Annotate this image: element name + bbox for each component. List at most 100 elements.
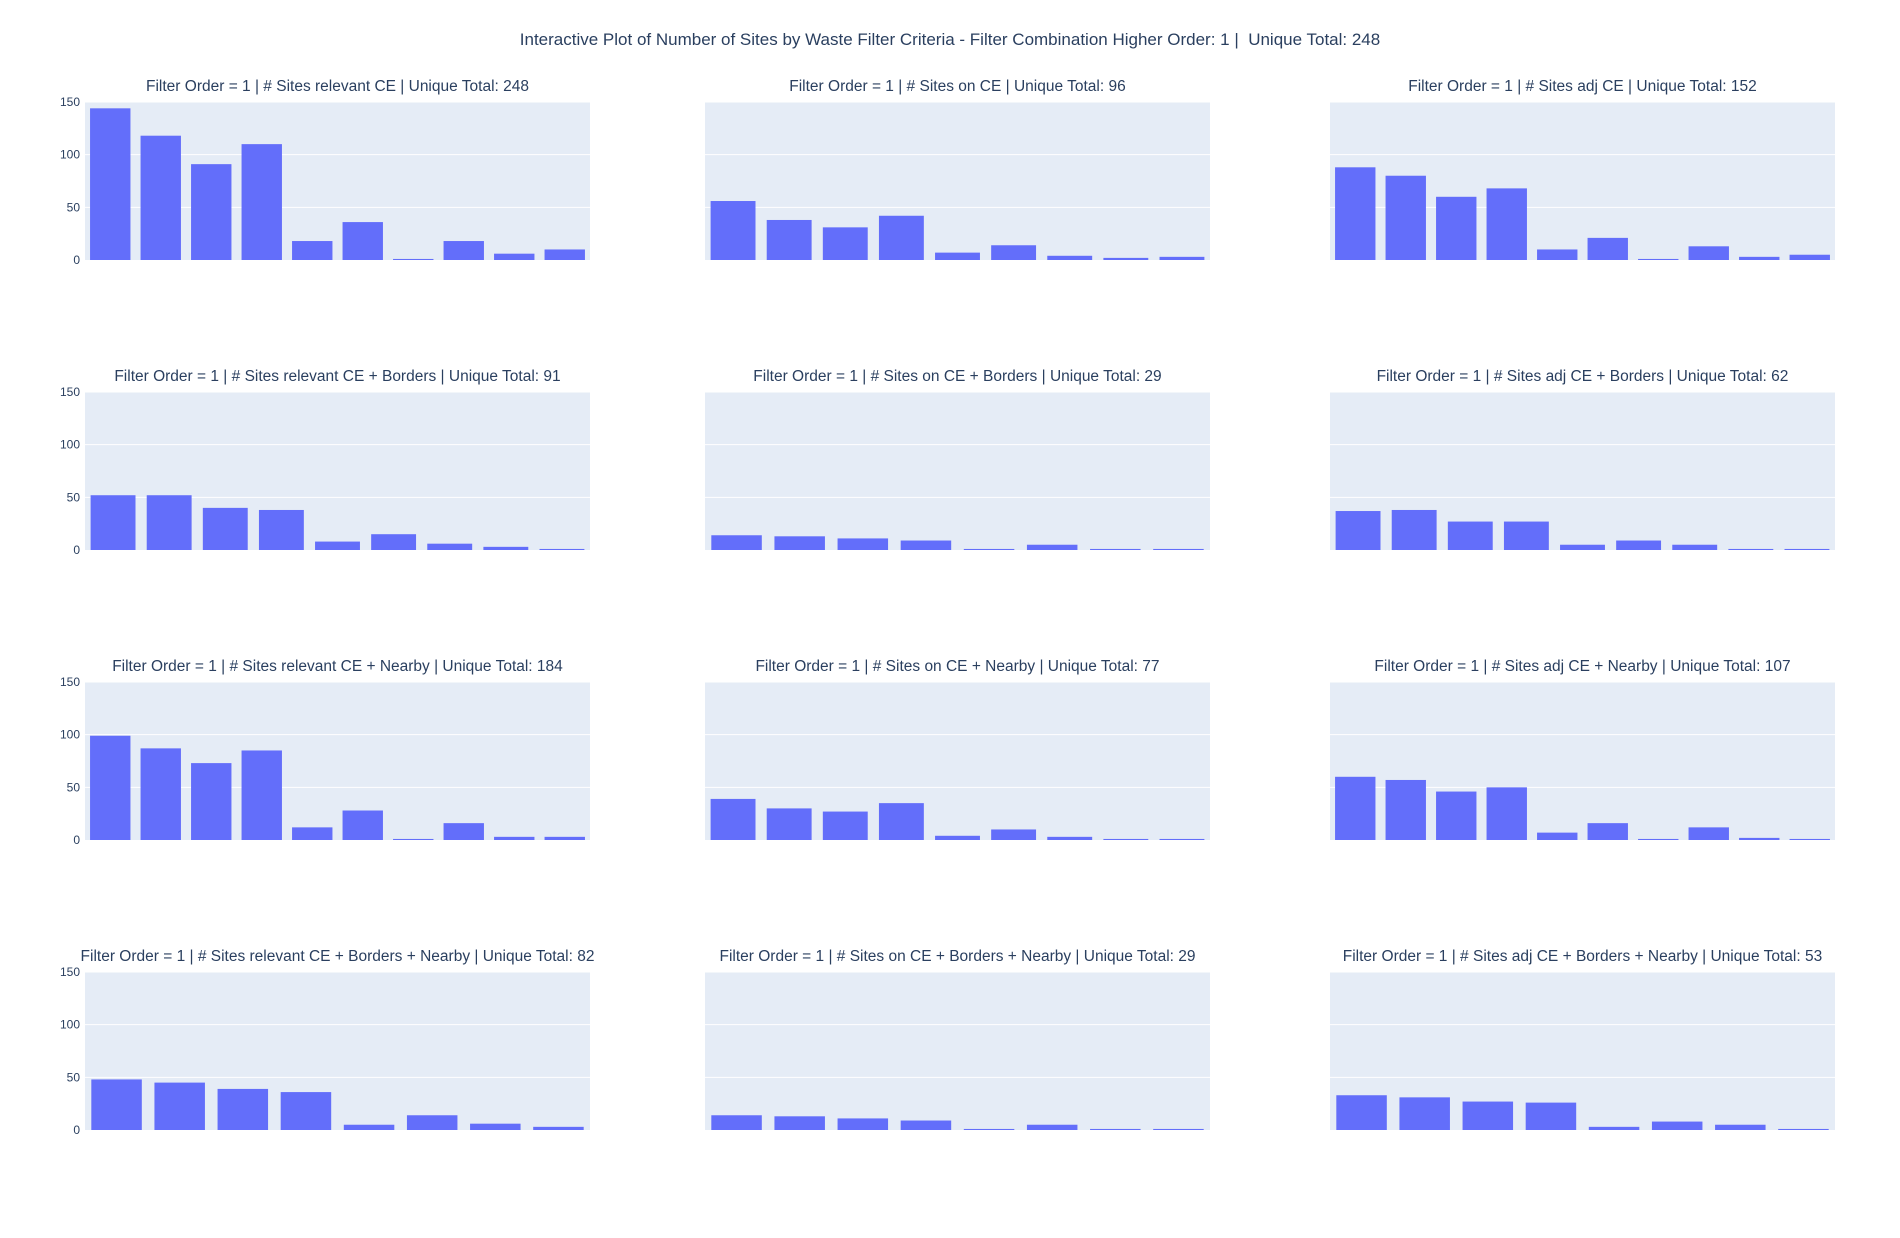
bar[interactable] — [315, 541, 360, 550]
bar[interactable] — [1728, 548, 1774, 550]
bar[interactable] — [1778, 1128, 1829, 1130]
bar[interactable] — [710, 201, 756, 260]
bar[interactable] — [544, 836, 585, 840]
bar[interactable] — [443, 241, 484, 260]
bar[interactable] — [837, 1118, 889, 1130]
bar[interactable] — [1103, 257, 1149, 260]
bar[interactable] — [900, 540, 952, 550]
bar[interactable] — [241, 750, 282, 840]
bar[interactable] — [371, 534, 417, 550]
bar[interactable] — [991, 245, 1037, 260]
bar[interactable] — [1047, 836, 1093, 840]
bar[interactable] — [1335, 511, 1381, 550]
bar[interactable] — [1587, 823, 1628, 840]
bar[interactable] — [1688, 246, 1729, 260]
bar[interactable] — [822, 227, 868, 260]
bar[interactable] — [342, 222, 383, 260]
bar[interactable] — [1026, 1124, 1078, 1130]
bar[interactable] — [1153, 1128, 1204, 1130]
bar[interactable] — [1588, 1126, 1640, 1130]
bar[interactable] — [1672, 544, 1718, 550]
bar[interactable] — [90, 735, 131, 840]
bar[interactable] — [217, 1088, 269, 1130]
bar[interactable] — [1103, 838, 1149, 840]
bar[interactable] — [494, 253, 535, 260]
bar[interactable] — [1525, 1102, 1577, 1130]
bar[interactable] — [711, 535, 762, 550]
bar[interactable] — [539, 548, 585, 550]
bar[interactable] — [1638, 838, 1679, 840]
bar[interactable] — [1090, 1128, 1141, 1130]
bar[interactable] — [191, 164, 232, 260]
bar[interactable] — [90, 108, 131, 260]
bar[interactable] — [1385, 175, 1426, 260]
bar[interactable] — [292, 827, 333, 840]
bar[interactable] — [1447, 521, 1493, 550]
bar[interactable] — [1462, 1101, 1514, 1130]
bar[interactable] — [1486, 188, 1527, 260]
bar[interactable] — [1335, 167, 1376, 260]
bar[interactable] — [1391, 509, 1437, 550]
bar[interactable] — [1090, 548, 1141, 550]
bar[interactable] — [1047, 255, 1093, 260]
bar[interactable] — [766, 808, 812, 840]
bar[interactable] — [1159, 256, 1205, 260]
bar[interactable] — [1789, 254, 1830, 260]
bar[interactable] — [202, 507, 248, 550]
bar[interactable] — [427, 543, 473, 550]
bar[interactable] — [774, 1116, 825, 1130]
bar[interactable] — [774, 536, 825, 550]
bar[interactable] — [991, 829, 1037, 840]
bar[interactable] — [900, 1120, 952, 1130]
bar[interactable] — [711, 1115, 762, 1130]
bar[interactable] — [140, 135, 181, 260]
bar[interactable] — [1026, 544, 1078, 550]
bar[interactable] — [963, 548, 1015, 550]
bar[interactable] — [1587, 237, 1628, 260]
bar[interactable] — [1688, 827, 1729, 840]
bar[interactable] — [1616, 540, 1662, 550]
bar[interactable] — [494, 836, 535, 840]
bar[interactable] — [91, 1079, 142, 1130]
bar[interactable] — [483, 546, 529, 550]
bar[interactable] — [935, 252, 980, 260]
bar[interactable] — [1153, 548, 1204, 550]
bar[interactable] — [154, 1082, 205, 1130]
bar[interactable] — [1739, 837, 1780, 840]
bar[interactable] — [766, 219, 812, 260]
bar[interactable] — [878, 803, 924, 840]
bar[interactable] — [533, 1126, 584, 1130]
bar[interactable] — [935, 835, 980, 840]
bar[interactable] — [1503, 521, 1549, 550]
bar[interactable] — [146, 495, 192, 550]
bar[interactable] — [393, 258, 434, 260]
bar[interactable] — [393, 838, 434, 840]
bar[interactable] — [1436, 791, 1477, 840]
bar[interactable] — [1537, 832, 1578, 840]
bar[interactable] — [406, 1115, 458, 1130]
bar[interactable] — [710, 798, 756, 840]
bar[interactable] — [342, 810, 383, 840]
bar[interactable] — [258, 509, 304, 550]
bar[interactable] — [241, 144, 282, 260]
bar[interactable] — [140, 748, 181, 840]
bar[interactable] — [822, 811, 868, 840]
bar[interactable] — [1537, 249, 1578, 260]
bar[interactable] — [1715, 1124, 1766, 1130]
bar[interactable] — [1436, 196, 1477, 260]
bar[interactable] — [963, 1128, 1015, 1130]
bar[interactable] — [1638, 258, 1679, 260]
bar[interactable] — [292, 241, 333, 260]
bar[interactable] — [343, 1124, 395, 1130]
bar[interactable] — [470, 1123, 521, 1130]
bar[interactable] — [90, 495, 136, 550]
bar[interactable] — [280, 1092, 332, 1130]
bar[interactable] — [878, 215, 924, 260]
bar[interactable] — [1336, 1095, 1387, 1130]
bar[interactable] — [1560, 544, 1605, 550]
bar[interactable] — [1385, 779, 1426, 840]
bar[interactable] — [837, 538, 889, 550]
bar[interactable] — [1399, 1097, 1450, 1130]
bar[interactable] — [191, 763, 232, 840]
bar[interactable] — [1335, 776, 1376, 840]
